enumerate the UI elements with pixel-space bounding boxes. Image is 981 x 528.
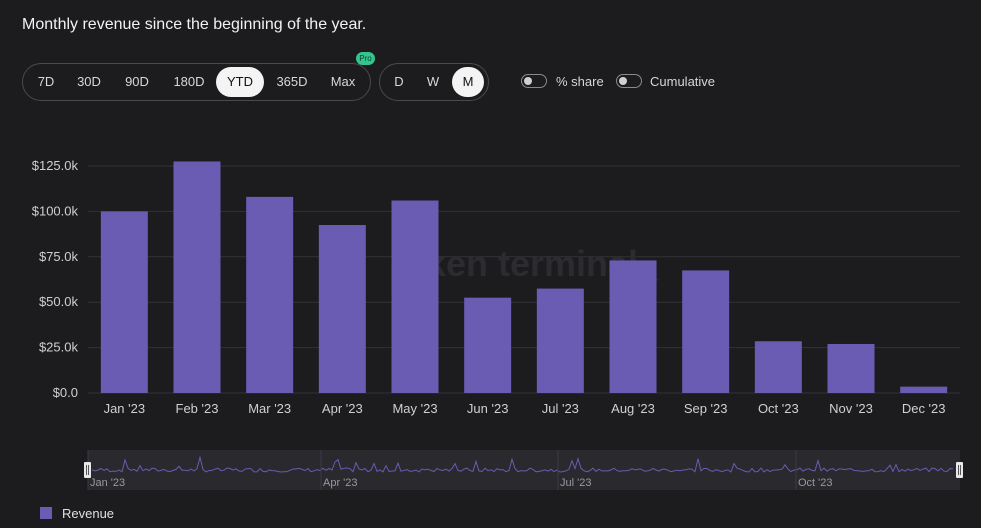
bar-revenue[interactable] (464, 297, 512, 393)
chart-title: Monthly revenue since the beginning of t… (22, 16, 367, 33)
x-tick-label: May '23 (392, 401, 437, 416)
pro-badge: Pro (356, 52, 375, 65)
bar-revenue[interactable] (391, 200, 439, 393)
bar-revenue[interactable] (100, 211, 148, 393)
toggle-knob (524, 77, 532, 85)
granularity-selector: D W M (379, 63, 489, 101)
navigator-handle-right[interactable] (956, 462, 963, 478)
x-tick-label: Mar '23 (248, 401, 291, 416)
y-tick-label: $125.0k (32, 158, 79, 173)
x-tick-label: Jan '23 (104, 401, 146, 416)
bar-revenue[interactable] (754, 341, 802, 393)
x-tick-label: Oct '23 (758, 401, 799, 416)
revenue-bar-chart: token terminal_ $0.0$25.0k$50.0k$75.0k$1… (32, 158, 960, 416)
x-tick-label: Feb '23 (176, 401, 219, 416)
x-tick-label: Sep '23 (684, 401, 728, 416)
granularity-option-day[interactable]: D (394, 74, 404, 89)
navigator-label: Jan '23 (90, 477, 125, 489)
range-option-365d[interactable]: 365D (276, 74, 308, 89)
y-tick-label: $75.0k (39, 249, 79, 264)
bar-revenue[interactable] (536, 288, 584, 393)
y-tick-label: $25.0k (39, 340, 79, 355)
bar-revenue[interactable] (900, 386, 948, 393)
granularity-option-month[interactable]: M (452, 67, 484, 97)
navigator-handle-left[interactable] (84, 462, 91, 478)
range-selector: 7D 30D 90D 180D YTD 365D Max (22, 63, 371, 101)
bar-revenue[interactable] (318, 225, 366, 393)
x-tick-label: Dec '23 (902, 401, 946, 416)
bar-revenue[interactable] (827, 343, 875, 393)
x-tick-label: Jun '23 (467, 401, 509, 416)
toggle-knob (619, 77, 627, 85)
x-tick-label: Jul '23 (542, 401, 579, 416)
granularity-option-week[interactable]: W (426, 74, 440, 89)
cumulative-toggle-label: Cumulative (650, 74, 716, 89)
range-option-30d[interactable]: 30D (77, 74, 101, 89)
range-option-7d[interactable]: 7D (37, 74, 55, 89)
range-navigator[interactable]: Jan '23 Apr '23 Jul '23 Oct '23 (0, 440, 981, 500)
bar-revenue[interactable] (682, 270, 730, 393)
range-option-ytd[interactable]: YTD (216, 67, 264, 97)
range-option-max[interactable]: Max (330, 74, 356, 89)
y-tick-label: $50.0k (39, 294, 79, 309)
share-toggle-label: % share (556, 74, 604, 89)
y-tick-label: $100.0k (32, 203, 79, 218)
bar-revenue[interactable] (609, 260, 657, 393)
legend-label-revenue: Revenue (62, 506, 115, 521)
navigator-label: Oct '23 (798, 477, 833, 489)
bar-revenue[interactable] (246, 196, 294, 393)
navigator-label: Jul '23 (560, 477, 591, 489)
y-tick-label: $0.0 (53, 385, 78, 400)
x-tick-label: Apr '23 (322, 401, 363, 416)
navigator-sparkline (91, 455, 954, 473)
range-option-90d[interactable]: 90D (125, 74, 149, 89)
legend-swatch-revenue (40, 507, 52, 519)
bar-revenue[interactable] (173, 161, 221, 393)
range-option-180d[interactable]: 180D (173, 74, 205, 89)
x-tick-label: Nov '23 (829, 401, 873, 416)
x-tick-label: Aug '23 (611, 401, 655, 416)
cumulative-toggle[interactable] (616, 74, 642, 88)
navigator-label: Apr '23 (323, 477, 358, 489)
share-toggle[interactable] (521, 74, 547, 88)
